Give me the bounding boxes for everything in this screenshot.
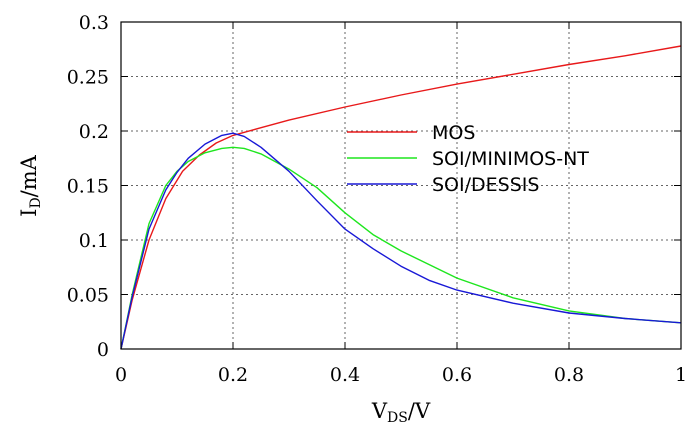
series-line-2: [120, 132, 682, 350]
y-tick-label: 0.3: [79, 12, 109, 34]
y-tick-label: 0: [97, 339, 109, 361]
series-layer: [120, 45, 682, 350]
x-tick-label: 0: [115, 364, 127, 386]
y-tick-label: 0.2: [79, 121, 109, 143]
y-tick-label: 0.15: [67, 176, 109, 198]
x-axis-label: VDS/V: [371, 399, 431, 426]
x-tick-label: 0.2: [218, 364, 248, 386]
series-line-0: [120, 45, 682, 350]
legend: MOS SOI/MINIMOS-NT SOI/DESSIS: [347, 122, 589, 196]
x-tick-label: 0.8: [554, 364, 584, 386]
legend-label-2: SOI/DESSIS: [432, 174, 539, 196]
x-tick-label: 1: [675, 364, 686, 386]
x-tick-label: 0.6: [442, 364, 472, 386]
ticks: 0 0.2 0.4 0.6 0.8 1 0 0.05 0.1 0.15 0.2 0.25 0.3: [67, 12, 686, 386]
y-tick-label: 0.25: [67, 67, 109, 89]
y-axis-label: ID/mA: [17, 154, 44, 217]
y-tick-label: 0.1: [79, 230, 109, 252]
series-line-1: [120, 146, 682, 350]
x-tick-label: 0.4: [330, 364, 360, 386]
legend-label-1: SOI/MINIMOS-NT: [432, 148, 589, 170]
y-tick-label: 0.05: [67, 285, 109, 307]
legend-label-0: MOS: [432, 122, 475, 144]
grid: [121, 22, 681, 349]
